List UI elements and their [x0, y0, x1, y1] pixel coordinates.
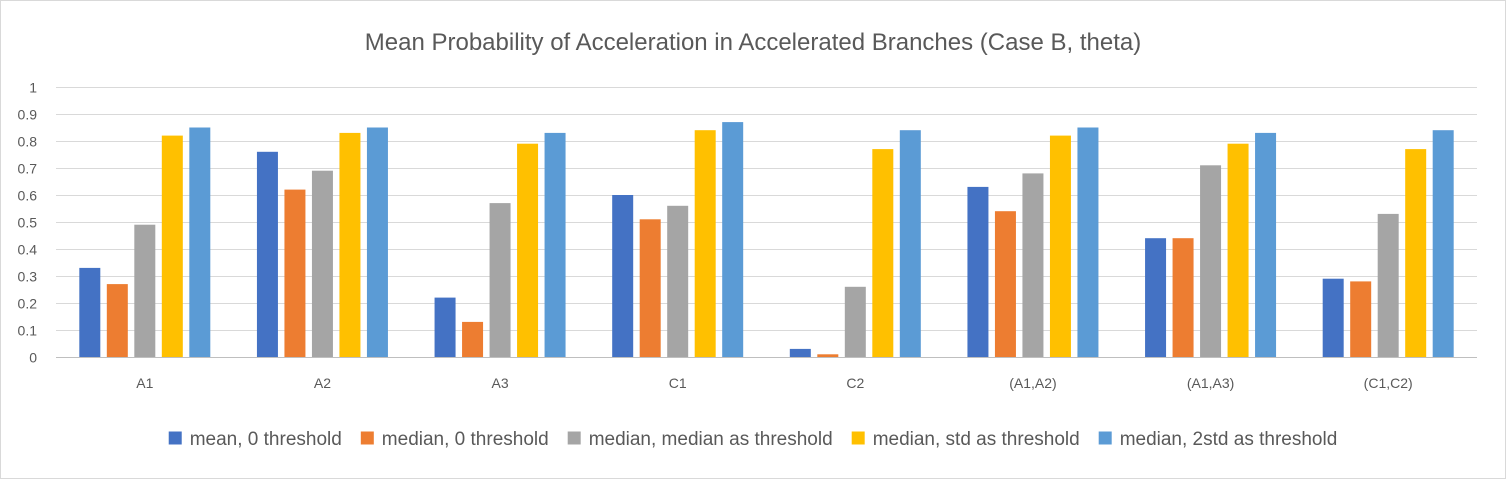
y-tick-label: 1	[29, 80, 37, 96]
bar	[1200, 165, 1222, 357]
bar	[544, 132, 566, 357]
legend-swatch	[1098, 431, 1112, 445]
bar	[899, 130, 921, 357]
bar	[1432, 130, 1454, 357]
x-category-label: A1	[136, 375, 153, 391]
bar	[339, 132, 361, 357]
bar	[489, 203, 511, 357]
bar	[1350, 281, 1372, 357]
x-category-label: (A1,A2)	[1009, 375, 1056, 391]
bar	[967, 186, 989, 357]
x-category-label: (A1,A3)	[1187, 375, 1234, 391]
bar	[1322, 278, 1344, 357]
bar	[161, 135, 183, 357]
legend-label: median, 2std as threshold	[1120, 429, 1338, 450]
bar	[694, 130, 716, 357]
y-tick-label: 0.1	[18, 323, 38, 339]
x-category-label: A2	[314, 375, 331, 391]
legend-item: median, 0 threshold	[360, 429, 549, 450]
y-tick-label: 0.8	[18, 134, 38, 150]
bar	[872, 149, 894, 357]
bar	[1022, 173, 1044, 357]
bar	[79, 267, 101, 357]
y-tick-label: 0	[29, 350, 37, 366]
legend-item: median, std as threshold	[851, 429, 1080, 450]
y-tick-label: 0.2	[18, 296, 38, 312]
bar	[667, 205, 689, 357]
bar	[1227, 143, 1249, 357]
bar	[284, 189, 306, 357]
x-category-label: A3	[491, 375, 508, 391]
bar	[434, 297, 456, 357]
bar	[256, 151, 278, 357]
bar	[612, 195, 634, 357]
bar	[1377, 213, 1399, 357]
legend-label: median, std as threshold	[873, 429, 1080, 450]
bar	[722, 122, 744, 357]
bar	[517, 143, 539, 357]
bar	[1077, 127, 1099, 357]
bar	[366, 127, 388, 357]
bar	[844, 286, 866, 357]
legend-item: median, 2std as threshold	[1098, 429, 1338, 450]
y-tick-label: 0.6	[18, 188, 38, 204]
y-axis-ticks: 0 0.1 0.2 0.3 0.4 0.5 0.6 0.7 0.8 0.9 1	[18, 80, 38, 366]
bar	[189, 127, 211, 357]
bars	[79, 122, 1454, 357]
legend-swatch	[168, 431, 182, 445]
y-tick-label: 0.4	[18, 242, 38, 258]
legend-swatch	[851, 431, 865, 445]
legend-label: median, median as threshold	[589, 429, 833, 450]
x-category-label: C2	[846, 375, 864, 391]
x-category-label: C1	[669, 375, 687, 391]
bar	[639, 219, 661, 357]
legend-label: median, 0 threshold	[382, 429, 549, 450]
y-tick-label: 0.9	[18, 107, 38, 123]
x-category-label: (C1,C2)	[1364, 375, 1413, 391]
legend-swatch	[567, 431, 581, 445]
bar	[311, 170, 333, 357]
bar	[1145, 238, 1167, 357]
x-axis-categories: A1 A2 A3 C1 C2 (A1,A2) (A1,A3) (C1,C2)	[136, 375, 1412, 391]
bar	[134, 224, 156, 357]
legend: mean, 0 threshold median, 0 threshold medi…	[168, 429, 1338, 450]
bar	[1255, 132, 1277, 357]
legend-item: median, median as threshold	[567, 429, 833, 450]
y-tick-label: 0.3	[18, 269, 38, 285]
legend-swatch	[360, 431, 374, 445]
bar	[994, 211, 1016, 357]
bar	[106, 284, 128, 357]
bar	[1172, 238, 1194, 357]
bar	[462, 321, 484, 357]
bar	[817, 354, 839, 357]
y-tick-label: 0.5	[18, 215, 38, 231]
bar	[1049, 135, 1071, 357]
bar	[789, 348, 811, 357]
legend-item: mean, 0 threshold	[168, 429, 342, 450]
legend-label: mean, 0 threshold	[190, 429, 342, 450]
y-tick-label: 0.7	[18, 161, 38, 177]
chart-title: Mean Probability of Acceleration in Acce…	[365, 29, 1141, 56]
bar	[1405, 149, 1427, 357]
